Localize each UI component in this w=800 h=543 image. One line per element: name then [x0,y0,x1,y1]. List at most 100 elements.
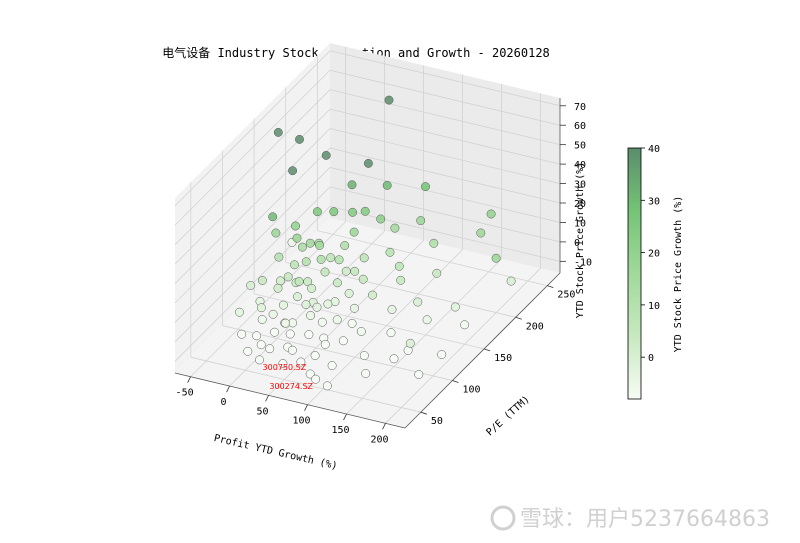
z-tick-label: 0 [574,238,580,249]
scatter-point [292,233,302,243]
grid-z-left [174,50,331,207]
scatter-point [429,238,439,248]
z-tick-label: 70 [574,102,586,113]
colorbar: 0 10 20 30 40 YTD Stock Price Growth (%) [627,144,684,400]
scatter-point [304,330,314,340]
z-tick-label: 50 [574,141,586,152]
z-tick-label: 10 [574,218,586,229]
scatter-point [332,315,342,325]
tick-labels: -50 0 50 100 150 200 50 100 150 200 250 -10 0 10 20 30 4… [176,102,593,446]
scatter-point [296,357,306,367]
scatter-point [394,261,404,271]
colorbar-tick-label: 30 [648,196,660,207]
scatter-point [421,182,430,192]
colorbar-tick-label: 0 [648,353,654,364]
scatter-point [301,257,311,267]
scatter-point [396,275,406,285]
y-tick-mark [515,316,522,320]
grid-z-back [329,69,561,126]
watermark-text: 雪球：用户5237664863 [520,507,770,532]
y-tick-label: 250 [557,290,575,301]
colorbar-tick-label: 10 [648,301,660,312]
scatter-point [257,276,267,285]
y-tick-mark [483,348,491,352]
scatter-point [350,303,359,313]
scatter-point [390,223,400,233]
scatter-point [310,351,320,361]
scatter-point [386,328,396,338]
scatter-point [252,331,262,341]
scatter-point [315,240,325,250]
scatter-point [359,351,369,361]
grid-z-back [329,108,561,165]
scatter-point [326,253,336,263]
scatter-point [268,309,278,319]
scatter-point [348,207,358,217]
scatter-point [349,227,359,237]
scatter-point [307,283,317,293]
y-tick-mark [547,285,554,289]
scatter-point [338,336,348,346]
scatter-point [414,370,424,379]
scatter-point [320,267,330,277]
scatter-point [450,302,460,312]
scatter-point [301,300,311,310]
scatter-point [432,268,442,278]
point-annotation: 300750.SZ [263,363,307,372]
scatter-point [405,338,415,348]
scatter-point [268,212,278,222]
grid-z-back [329,147,561,204]
grid-z-back [329,89,561,146]
scatter-point [437,350,447,359]
grid-z-left [174,128,331,284]
scatter-point [361,369,371,378]
scatter-point [274,252,284,262]
x-axis-label: Profit YTD Growth (%) [213,433,339,472]
scatter-point [363,158,373,168]
scatter-point [491,253,501,263]
z-tick-label: 40 [574,160,586,171]
scatter-point [312,207,322,217]
scatter-point [311,374,321,384]
x-tick-label: -50 [176,388,194,399]
y-tick-mark [420,411,427,415]
scatter-point [317,317,327,327]
pane-floor [175,218,560,428]
grid-lines [174,46,561,424]
x-tick-label: 50 [257,406,269,417]
scatter-point [283,272,293,282]
scatter-point [256,303,266,313]
scatter-point [385,247,395,257]
scatter-point [237,329,247,339]
scatter-point [389,354,399,364]
axis-lines [174,98,561,429]
scatter-point [347,180,357,190]
grid-z-back [329,50,561,107]
scatter-point [422,315,432,325]
x-tick-label: 200 [370,434,388,445]
x-tick-mark [226,385,230,393]
scatter-point [243,346,253,356]
y-tick-label: 150 [494,353,512,364]
scatter-point [290,260,299,270]
grid-z-left [174,89,331,245]
scatter-point [332,278,342,288]
scatter-point [387,305,397,314]
scatter-point [312,302,322,312]
x-tick-mark [382,423,386,430]
z-tick-label: 20 [574,199,586,210]
scatter-point [413,297,423,307]
scatter-point [340,241,350,250]
scatter-point [235,307,244,317]
scatter-point [265,344,275,354]
scatter-points [235,95,516,391]
scatter-point [281,318,291,328]
scatter-point [506,276,516,286]
scatter-point [322,381,332,391]
y-tick-mark [452,380,459,383]
grid-z-back [329,186,561,243]
scatter-point [476,228,486,238]
scatter-point [273,283,283,293]
y-axis-line [404,272,561,429]
